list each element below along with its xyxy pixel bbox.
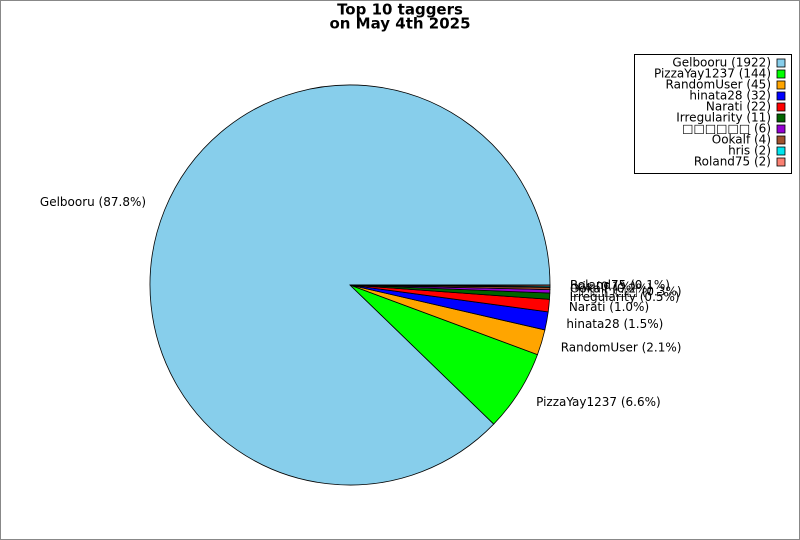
legend-swatch — [776, 146, 786, 156]
chart-subtitle: on May 4th 2025 — [329, 15, 470, 33]
slice-label: □□□□□□ (0.3%) — [570, 284, 682, 298]
slice-label: Gelbooru (87.8%) — [40, 195, 146, 209]
legend-swatch — [776, 91, 786, 101]
legend-swatch — [776, 80, 786, 90]
pie-slice — [349, 284, 551, 287]
legend-label: RandomUser (45) — [666, 78, 771, 92]
slice-label: hris (0.1%) — [570, 279, 636, 293]
slice-label: RandomUser (2.1%) — [561, 341, 682, 355]
legend-swatch — [776, 124, 786, 134]
legend-swatch — [776, 58, 786, 68]
slice-label: PizzaYay1237 (6.6%) — [536, 395, 661, 409]
legend-swatch — [776, 135, 786, 145]
legend-swatch — [776, 113, 786, 123]
slice-label: Narati (1.0%) — [569, 300, 649, 314]
legend-label: Roland75 (2) — [694, 155, 771, 169]
legend-label: □□□□□□ (6) — [682, 122, 771, 136]
legend: Gelbooru (1922)PizzaYay1237 (144)RandomU… — [634, 54, 792, 174]
legend-label: Narati (22) — [706, 100, 771, 114]
legend-box — [634, 54, 792, 174]
legend-label: hinata28 (32) — [689, 89, 771, 103]
slice-label: Ookalf (0.2%) — [570, 281, 652, 295]
legend-label: Ookalf (4) — [712, 133, 771, 147]
legend-label: Irregularity (11) — [676, 111, 771, 125]
legend-label: hris (2) — [728, 144, 771, 158]
slice-label: hinata28 (1.5%) — [566, 317, 663, 331]
slice-label: Roland75 (0.1%) — [570, 278, 670, 292]
legend-swatch — [776, 102, 786, 112]
slice-label: Irregularity (0.5%) — [570, 290, 680, 304]
legend-swatch — [776, 69, 786, 79]
chart-title: Top 10 taggers — [337, 1, 463, 19]
legend-label: Gelbooru (1922) — [672, 56, 771, 70]
legend-swatch — [776, 157, 786, 167]
legend-label: PizzaYay1237 (144) — [654, 67, 771, 81]
